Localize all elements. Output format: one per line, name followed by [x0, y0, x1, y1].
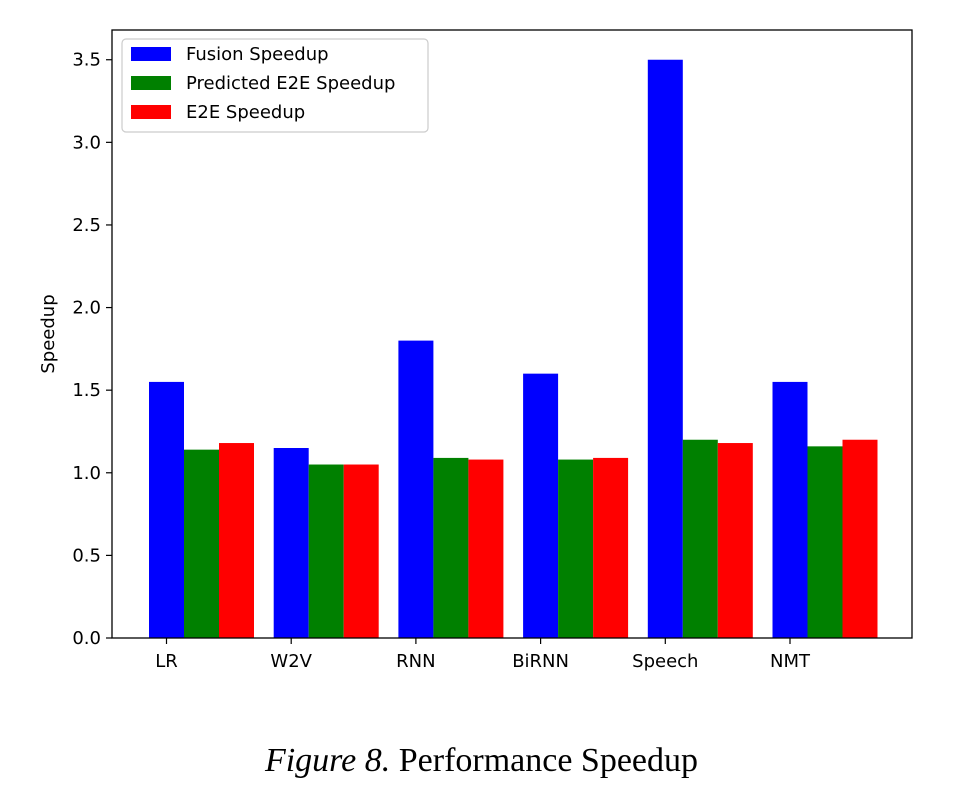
legend-swatch — [131, 47, 171, 61]
bar-birnn-series-1 — [523, 373, 559, 638]
bar-birnn-series-2 — [558, 459, 594, 638]
bars-group — [149, 59, 878, 638]
y-tick-label: 2.5 — [72, 215, 101, 236]
legend-box — [121, 38, 429, 133]
bar-lr-series-3 — [219, 443, 254, 638]
speedup-bar-chart: 0.0 0.5 1.0 1.5 2.0 2.5 3.0 3.5 LR W2V RNN BiRNN Sp… — [38, 29, 913, 672]
y-tick-label: 1.5 — [72, 380, 101, 401]
x-tick-label: RNN — [396, 651, 435, 672]
bar-w2v-series-3 — [343, 464, 379, 638]
bar-nmt-series-1 — [772, 381, 808, 638]
bar-speech-series-3 — [717, 443, 753, 638]
y-tick-label: 3.0 — [72, 132, 101, 153]
bar-rnn-series-1 — [398, 340, 434, 638]
bar-speech-series-2 — [682, 439, 718, 638]
bar-w2v-series-2 — [308, 464, 344, 638]
y-axis-ticks: 0.0 0.5 1.0 1.5 2.0 2.5 3.0 3.5 — [72, 50, 112, 649]
legend-swatch — [131, 105, 171, 119]
legend-label: E2E Speedup — [186, 102, 305, 123]
x-tick-label: W2V — [270, 651, 312, 672]
bar-nmt-series-2 — [807, 446, 843, 638]
y-tick-label: 1.0 — [72, 463, 101, 484]
bar-speech-series-1 — [647, 59, 683, 638]
bar-lr-series-2 — [184, 449, 219, 638]
x-tick-label: Speech — [632, 651, 698, 672]
bar-rnn-series-3 — [468, 459, 504, 638]
x-tick-label: BiRNN — [512, 651, 569, 672]
y-axis-label: Speedup — [38, 294, 59, 373]
x-axis-ticks: LR W2V RNN BiRNN Speech NMT — [155, 638, 811, 672]
bar-w2v-series-1 — [273, 448, 309, 638]
bar-birnn-series-3 — [593, 457, 629, 638]
legend-swatch — [131, 76, 171, 90]
legend-label: Predicted E2E Speedup — [186, 73, 395, 94]
y-tick-label: 2.0 — [72, 298, 101, 319]
bar-rnn-series-2 — [433, 457, 469, 638]
axes-frame — [111, 29, 913, 639]
legend: Fusion Speedup Predicted E2E Speedup E2E S… — [121, 38, 429, 133]
bar-nmt-series-3 — [842, 439, 878, 638]
figure-caption: Figure 8. Performance Speedup — [0, 742, 963, 780]
y-tick-label: 0.0 — [72, 628, 101, 649]
figure-label: Figure 8. — [264, 742, 391, 779]
y-tick-label: 3.5 — [72, 50, 101, 71]
x-tick-label: LR — [155, 651, 178, 672]
bar-lr-series-1 — [149, 381, 184, 638]
figure-title: Performance Speedup — [398, 742, 699, 779]
legend-label: Fusion Speedup — [186, 44, 329, 65]
x-tick-label: NMT — [770, 651, 811, 672]
y-tick-label: 0.5 — [72, 545, 101, 566]
